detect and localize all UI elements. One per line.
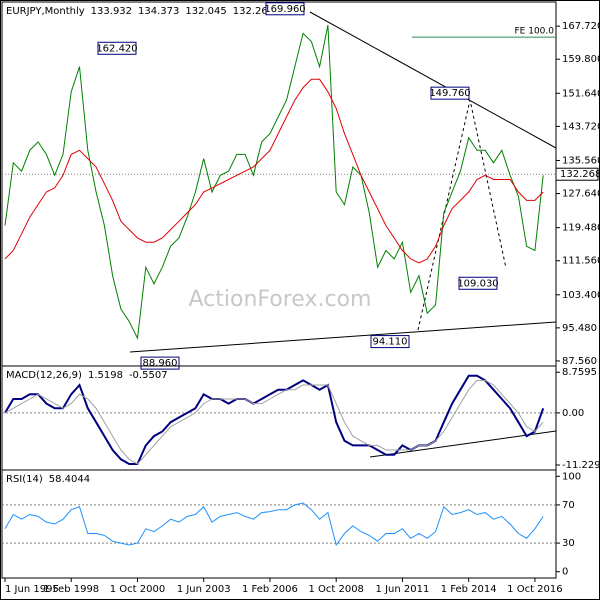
y-tick-label: 135.560 (562, 155, 600, 166)
y-tick-label: 119.480 (562, 223, 600, 234)
y-tick-label: 151.640 (562, 88, 600, 99)
fib-line (417, 99, 507, 331)
panel-border (1, 469, 557, 579)
x-tick-label: 1 Oct 2000 (110, 584, 165, 595)
header-value: 1.5198 (88, 370, 123, 381)
series-line (4, 24, 544, 340)
trendline (309, 11, 557, 149)
y-tick-label: 0 (562, 567, 568, 578)
header-value: 132.268 (233, 6, 274, 17)
annotation-label: 109.030 (457, 278, 498, 289)
watermark: ActionForex.com (189, 287, 372, 312)
x-tick-label: 1 Jun 2003 (177, 584, 231, 595)
header-value: 134.373 (138, 6, 179, 17)
y-tick-label: 8.7595 (562, 367, 597, 378)
x-tick-label: 1 Oct 2008 (308, 584, 363, 595)
trendline (129, 321, 557, 353)
annotation-box (458, 276, 498, 290)
annotation-label: 94.110 (373, 337, 408, 348)
panel-title: EURJPY,Monthly (6, 6, 85, 17)
annotation-box (265, 2, 305, 16)
y-tick-label: 70 (562, 500, 575, 511)
annotation-box (97, 41, 137, 55)
y-tick-label: 0.00 (562, 408, 584, 419)
y-tick-label: 100 (562, 471, 581, 482)
header-value: 133.932 (91, 6, 132, 17)
y-tick-label: -11.2295 (562, 460, 600, 471)
y-tick-label: 127.640 (562, 189, 600, 200)
y-tick-label: 30 (562, 538, 575, 549)
series-line (4, 379, 544, 465)
current-box (555, 167, 599, 181)
annotation-box (370, 335, 410, 349)
y-tick-label: 111.560 (562, 256, 600, 267)
fe-label: FE 100.0 (515, 27, 555, 37)
series-line (4, 374, 545, 465)
annotation-label: 162.420 (96, 43, 137, 54)
x-tick-label: 1 Jun 2011 (376, 584, 430, 595)
x-tick-label: 1 Feb 2014 (441, 584, 497, 595)
x-tick-label: 1 Oct 2016 (507, 584, 562, 595)
panel-header: EURJPY,Monthly 133.932 134.373 132.045 132.2… (6, 6, 274, 17)
panel-header: RSI(14) 58.4044 (6, 474, 90, 485)
y-tick-label: 103.400 (562, 290, 600, 301)
y-tick-label: 167.720 (562, 21, 600, 32)
x-tick-label: 1 Feb 1998 (43, 584, 99, 595)
panel-title: MACD(12,26,9) (6, 370, 82, 381)
x-tick-label: 1 Jun 1995 (5, 584, 59, 595)
header-value: 58.4044 (49, 474, 90, 485)
series-line (4, 78, 544, 264)
header-value: -0.5507 (129, 370, 168, 381)
annotation-box (430, 86, 470, 100)
y-tick-label: 95.480 (562, 323, 597, 334)
series-line (4, 502, 544, 547)
annotation-label: 88.960 (143, 358, 178, 369)
header-value: 132.045 (185, 6, 226, 17)
y-tick-label: 87.560 (562, 356, 597, 367)
y-tick-label: 159.800 (562, 54, 600, 65)
annotation-label: 169.960 (264, 4, 305, 15)
x-tick-label: 1 Feb 2006 (242, 584, 298, 595)
panel-header: MACD(12,26,9) 1.5198 -0.5507 (6, 370, 168, 381)
annotation-label: 149.760 (429, 88, 470, 99)
y-tick-label: 143.720 (562, 121, 600, 132)
current-label: 132.268 (560, 169, 600, 180)
panel-title: RSI(14) (6, 474, 43, 485)
